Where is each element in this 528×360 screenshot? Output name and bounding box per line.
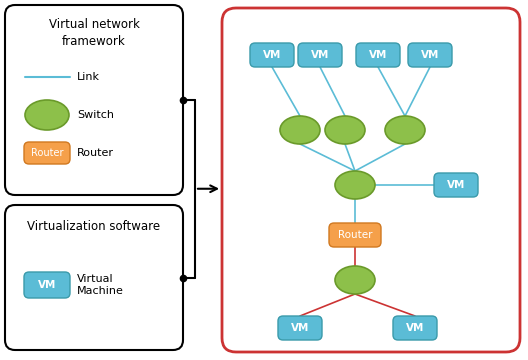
Text: VM: VM (447, 180, 465, 190)
Ellipse shape (325, 116, 365, 144)
Text: Link: Link (77, 72, 100, 82)
Text: VM: VM (311, 50, 329, 60)
Text: VM: VM (291, 323, 309, 333)
FancyBboxPatch shape (278, 316, 322, 340)
Text: Virtual network
framework: Virtual network framework (49, 18, 139, 48)
Text: VM: VM (263, 50, 281, 60)
FancyBboxPatch shape (222, 8, 520, 352)
FancyBboxPatch shape (356, 43, 400, 67)
Text: Router: Router (338, 230, 372, 240)
Text: VM: VM (369, 50, 387, 60)
FancyBboxPatch shape (24, 272, 70, 298)
FancyBboxPatch shape (329, 223, 381, 247)
FancyBboxPatch shape (408, 43, 452, 67)
Text: Router: Router (31, 148, 63, 158)
FancyBboxPatch shape (5, 5, 183, 195)
Ellipse shape (335, 171, 375, 199)
Ellipse shape (25, 100, 69, 130)
Ellipse shape (280, 116, 320, 144)
Text: VM: VM (406, 323, 424, 333)
Text: Router: Router (77, 148, 114, 158)
Text: Virtualization software: Virtualization software (27, 220, 161, 234)
FancyBboxPatch shape (434, 173, 478, 197)
FancyBboxPatch shape (5, 205, 183, 350)
Text: Virtual
Machine: Virtual Machine (77, 274, 124, 296)
FancyBboxPatch shape (24, 142, 70, 164)
Ellipse shape (385, 116, 425, 144)
Text: Switch: Switch (77, 110, 114, 120)
Ellipse shape (335, 266, 375, 294)
FancyBboxPatch shape (250, 43, 294, 67)
Text: VM: VM (38, 280, 56, 290)
FancyBboxPatch shape (393, 316, 437, 340)
Text: VM: VM (421, 50, 439, 60)
FancyBboxPatch shape (298, 43, 342, 67)
